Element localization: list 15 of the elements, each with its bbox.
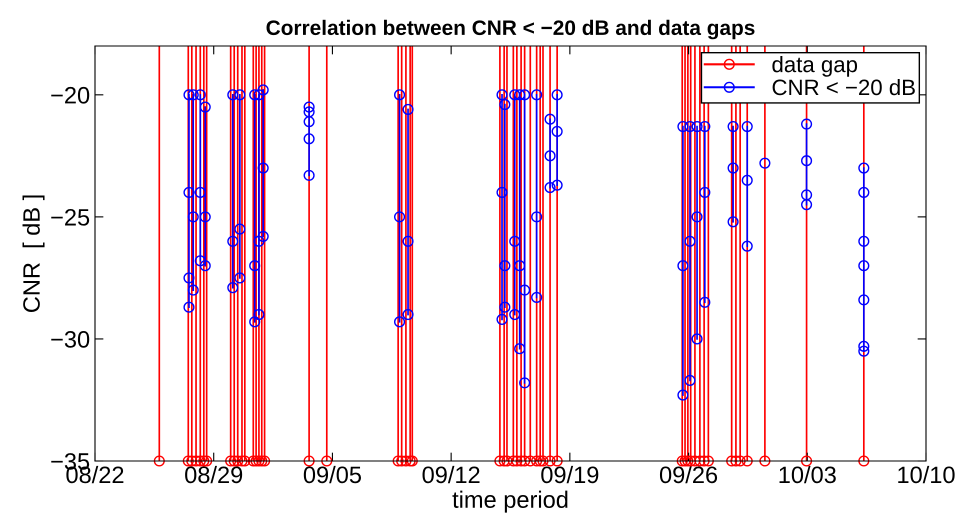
x-tick-label: 10/10 — [898, 466, 955, 484]
x-tick-label: 09/26 — [660, 466, 718, 484]
y-axis-title: CNR [ dB ] — [22, 195, 45, 312]
legend-label: CNR < −20 dB — [772, 78, 915, 96]
x-tick-label: 09/05 — [304, 466, 361, 484]
y-tick-label: −20 — [51, 86, 90, 104]
x-tick-label: 09/12 — [422, 466, 480, 484]
x-tick-label: 10/03 — [780, 466, 836, 484]
y-tick-label: −25 — [51, 208, 90, 226]
chart-title: Correlation between CNR < −20 dB and data gaps — [266, 20, 755, 40]
x-tick-label: 08/29 — [185, 466, 242, 484]
x-axis-title: time period — [452, 490, 568, 513]
legend-label: data gap — [772, 56, 858, 77]
x-tick-label: 09/19 — [541, 466, 598, 484]
y-tick-label: −30 — [51, 331, 90, 348]
